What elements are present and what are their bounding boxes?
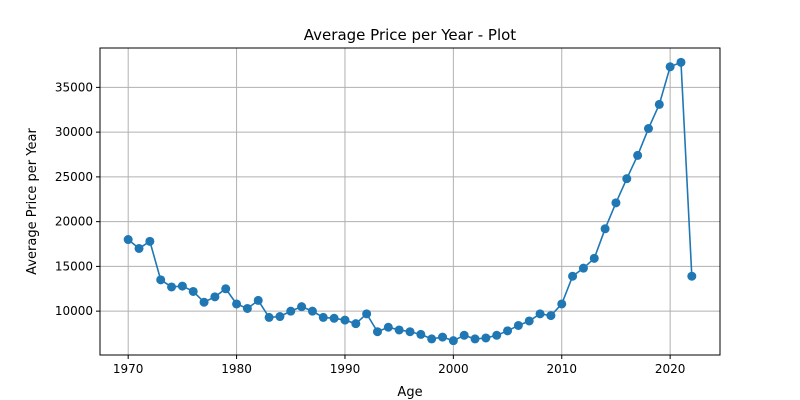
data-point [156, 275, 166, 285]
data-point [253, 295, 263, 305]
y-tick-label: 35000 [55, 80, 93, 94]
data-point [199, 297, 209, 307]
data-point [340, 315, 350, 325]
y-tick-label: 15000 [55, 259, 93, 273]
data-point [242, 303, 252, 313]
y-tick-label: 20000 [55, 215, 93, 229]
data-point [372, 327, 382, 337]
data-point [123, 235, 133, 245]
data-point [167, 282, 177, 292]
x-tick-label: 1970 [113, 362, 144, 376]
data-point [232, 299, 242, 309]
data-point [633, 150, 643, 160]
data-point [578, 263, 588, 273]
data-point [275, 312, 285, 322]
data-point [676, 57, 686, 67]
x-tick-label: 1980 [221, 362, 252, 376]
data-point [286, 306, 296, 316]
data-point [405, 327, 415, 337]
data-point [654, 99, 664, 109]
data-point [687, 271, 697, 281]
data-point [416, 329, 426, 339]
data-point [546, 311, 556, 321]
data-point [297, 302, 307, 312]
data-point [438, 332, 448, 342]
data-point [394, 325, 404, 335]
data-point [470, 334, 480, 344]
grid-lines [100, 48, 720, 355]
data-point [492, 330, 502, 340]
data-point [459, 330, 469, 340]
data-point [665, 62, 675, 72]
data-point [318, 312, 328, 322]
data-point [535, 309, 545, 319]
data-point [448, 336, 458, 346]
data-point [383, 322, 393, 332]
data-point [513, 320, 523, 330]
x-tick-label: 2010 [546, 362, 577, 376]
plot-frame [99, 47, 721, 356]
data-point [351, 319, 361, 329]
data-point [362, 309, 372, 319]
data-point [600, 224, 610, 234]
data-point [210, 292, 220, 302]
data-point [145, 236, 155, 246]
x-tick-label: 1990 [330, 362, 361, 376]
data-point [188, 286, 198, 296]
y-tick-label: 30000 [55, 125, 93, 139]
data-point [329, 313, 339, 323]
data-point [427, 334, 437, 344]
x-tick-label: 2000 [438, 362, 469, 376]
data-point [221, 284, 231, 294]
x-tick-label: 2020 [655, 362, 686, 376]
data-point [177, 281, 187, 291]
data-point [557, 299, 567, 309]
data-point [643, 124, 653, 134]
chart-title: Average Price per Year - Plot [304, 26, 517, 44]
data-point [611, 198, 621, 208]
data-point [264, 312, 274, 322]
y-tick-label: 10000 [55, 304, 93, 318]
data-point [568, 271, 578, 281]
y-tick-label: 25000 [55, 170, 93, 184]
data-point [481, 333, 491, 343]
data-point [524, 316, 534, 326]
axis-ticks: 1970 1980 1990 2000 2010 2020 10000 15000 20000 2… [55, 80, 686, 376]
data-point [134, 243, 144, 253]
data-point [589, 253, 599, 263]
data-point [307, 306, 317, 316]
x-axis-label: Age [397, 385, 422, 400]
data-point [503, 326, 513, 336]
data-series [123, 57, 697, 346]
y-axis-label: Average Price per Year [25, 128, 40, 275]
data-point [622, 174, 632, 184]
